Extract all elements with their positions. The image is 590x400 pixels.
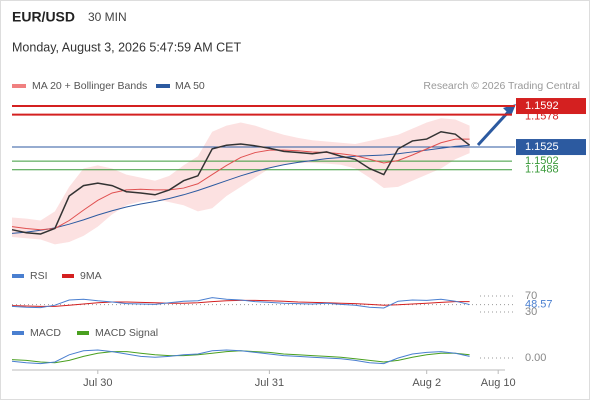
series-line bbox=[11, 138, 470, 231]
level-box bbox=[516, 139, 586, 156]
bollinger-band bbox=[12, 118, 470, 245]
x-tick-label: Jul 31 bbox=[255, 377, 284, 389]
level-label: 1.1592 bbox=[525, 100, 559, 112]
interval: 30 MIN bbox=[88, 10, 127, 24]
level-label: 1.1578 bbox=[525, 110, 559, 122]
forecast-arrow bbox=[476, 108, 512, 147]
y-tick-label: 70 bbox=[525, 290, 537, 302]
y-tick-label: 0.00 bbox=[525, 352, 546, 364]
y-tick-label: 48.57 bbox=[525, 298, 553, 310]
x-tick-label: Jul 30 bbox=[83, 377, 112, 389]
legend-label: MA 50 bbox=[175, 80, 205, 92]
y-tick-label: 30 bbox=[525, 306, 537, 318]
timestamp: Monday, August 3, 2026 5:47:59 AM CET bbox=[12, 40, 241, 54]
legend-swatch bbox=[12, 84, 26, 88]
x-tick-label: Aug 10 bbox=[481, 377, 516, 389]
series-line bbox=[11, 297, 470, 309]
legend-swatch bbox=[12, 274, 24, 278]
level-label: 1.1488 bbox=[525, 164, 559, 176]
level-label: 1.1502 bbox=[525, 155, 559, 167]
level-box bbox=[516, 98, 586, 115]
legend-label: 9MA bbox=[80, 270, 102, 282]
legend-swatch bbox=[62, 274, 74, 278]
x-tick-label: Aug 2 bbox=[412, 377, 441, 389]
credit: Research © 2026 Trading Central bbox=[423, 80, 580, 92]
legend-label: MA 20 + Bollinger Bands bbox=[32, 80, 147, 92]
series-line bbox=[11, 130, 471, 235]
legend-swatch bbox=[77, 331, 89, 335]
legend-swatch bbox=[156, 84, 170, 88]
symbol: EUR/USD bbox=[12, 9, 75, 25]
series-line bbox=[11, 144, 470, 234]
legend-label: MACD bbox=[30, 327, 61, 339]
legend-label: MACD Signal bbox=[95, 327, 158, 339]
legend-label: RSI bbox=[30, 270, 48, 282]
level-label: 1.1525 bbox=[525, 141, 559, 153]
legend-swatch bbox=[12, 331, 24, 335]
series-line bbox=[11, 349, 470, 365]
